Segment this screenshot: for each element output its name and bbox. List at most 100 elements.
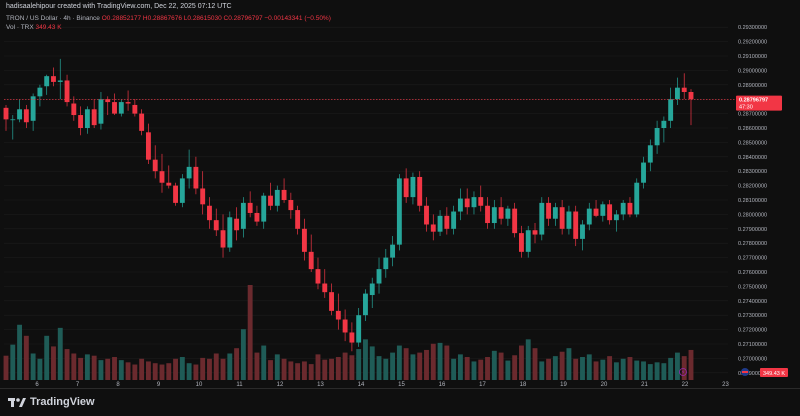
flag-icon[interactable] [741, 368, 749, 376]
candle[interactable] [315, 257, 321, 290]
candle[interactable] [668, 87, 674, 128]
candle[interactable] [464, 188, 470, 215]
candle[interactable] [559, 200, 565, 235]
candle[interactable] [274, 185, 280, 212]
candle[interactable] [627, 197, 633, 218]
symbol-legend[interactable]: TRON / US Dollar · 4h · Binance O0.28852… [6, 15, 331, 22]
candle[interactable] [457, 188, 463, 221]
candle[interactable] [451, 205, 457, 235]
candle[interactable] [424, 197, 429, 232]
candle[interactable] [213, 208, 219, 236]
candle[interactable] [600, 201, 606, 222]
candle[interactable] [105, 96, 111, 116]
candle[interactable] [57, 58, 63, 100]
candle[interactable] [84, 106, 90, 134]
candle[interactable] [234, 207, 240, 241]
candle[interactable] [220, 214, 226, 258]
candle[interactable] [145, 123, 151, 164]
candle[interactable] [308, 234, 314, 272]
candle[interactable] [44, 74, 50, 95]
candle[interactable] [410, 172, 416, 205]
candle[interactable] [552, 202, 558, 226]
candle[interactable] [261, 192, 267, 229]
candle[interactable] [491, 200, 497, 229]
candle[interactable] [519, 225, 524, 258]
candle[interactable] [681, 73, 687, 100]
candle[interactable] [152, 145, 158, 179]
candle[interactable] [322, 269, 328, 298]
candle[interactable] [356, 308, 362, 347]
candle[interactable] [525, 225, 531, 258]
candle[interactable] [566, 205, 572, 235]
candle[interactable] [688, 89, 694, 126]
candle[interactable] [51, 67, 56, 87]
candle[interactable] [10, 115, 16, 140]
candle[interactable] [23, 104, 29, 128]
candle[interactable] [634, 178, 640, 218]
candle[interactable] [254, 205, 260, 226]
candle[interactable] [166, 165, 172, 189]
candle[interactable] [376, 257, 382, 294]
candle[interactable] [71, 96, 77, 121]
candle[interactable] [613, 210, 619, 232]
candlestick-chart[interactable]: 0.29300000 0.29200000 0.29100000 0.29000000… [0, 0, 800, 388]
candle[interactable] [641, 156, 646, 189]
candle[interactable] [173, 182, 178, 206]
candle[interactable] [3, 104, 9, 131]
candle[interactable] [64, 74, 70, 107]
candle[interactable] [30, 93, 36, 131]
candle[interactable] [17, 99, 23, 123]
candle[interactable] [369, 277, 375, 308]
candle[interactable] [193, 156, 199, 195]
time-axis[interactable]: 6 7 8 9 10 11 12 13 14 15 16 17 18 19 20 21 22 23 [35, 382, 729, 388]
volume-legend[interactable]: Vol · TRX 349.43 K [6, 24, 62, 31]
candle[interactable] [661, 116, 667, 143]
candle[interactable] [240, 197, 246, 238]
candle[interactable] [335, 293, 341, 330]
candle[interactable] [403, 168, 409, 203]
candle[interactable] [512, 202, 518, 238]
candle[interactable] [674, 77, 680, 105]
candle[interactable] [112, 93, 117, 116]
candle[interactable] [37, 84, 43, 107]
candle[interactable] [288, 192, 294, 219]
candle[interactable] [139, 109, 145, 136]
candle[interactable] [505, 205, 511, 226]
candle[interactable] [390, 236, 396, 267]
candle[interactable] [125, 90, 131, 111]
candles[interactable] [3, 58, 694, 352]
candle[interactable] [430, 214, 436, 241]
candle[interactable] [159, 153, 165, 193]
candle[interactable] [396, 174, 402, 251]
candle[interactable] [329, 283, 334, 316]
candle[interactable] [546, 197, 552, 226]
candle[interactable] [573, 205, 579, 247]
candle[interactable] [647, 139, 653, 172]
candle[interactable] [78, 106, 84, 136]
candle[interactable] [281, 178, 287, 203]
candle[interactable] [207, 197, 212, 229]
candle[interactable] [200, 171, 206, 215]
candle[interactable] [98, 92, 104, 130]
candle[interactable] [132, 99, 138, 117]
candle[interactable] [471, 191, 477, 215]
candle[interactable] [485, 197, 490, 229]
candle[interactable] [349, 322, 355, 352]
candle[interactable] [363, 289, 368, 321]
candle[interactable] [417, 171, 423, 212]
candle[interactable] [620, 200, 626, 221]
candle[interactable] [383, 248, 389, 278]
candle[interactable] [593, 200, 599, 218]
candle[interactable] [227, 211, 233, 252]
price-axis[interactable]: 0.29300000 0.29200000 0.29100000 0.29000000… [738, 25, 767, 377]
candle[interactable] [586, 202, 592, 231]
candle[interactable] [268, 182, 273, 211]
candle[interactable] [654, 120, 660, 154]
candle[interactable] [186, 149, 192, 189]
candle[interactable] [532, 223, 538, 244]
candle[interactable] [478, 185, 484, 212]
candle[interactable] [498, 197, 504, 225]
candle[interactable] [118, 99, 124, 117]
candle[interactable] [295, 205, 301, 235]
candle[interactable] [179, 174, 185, 208]
